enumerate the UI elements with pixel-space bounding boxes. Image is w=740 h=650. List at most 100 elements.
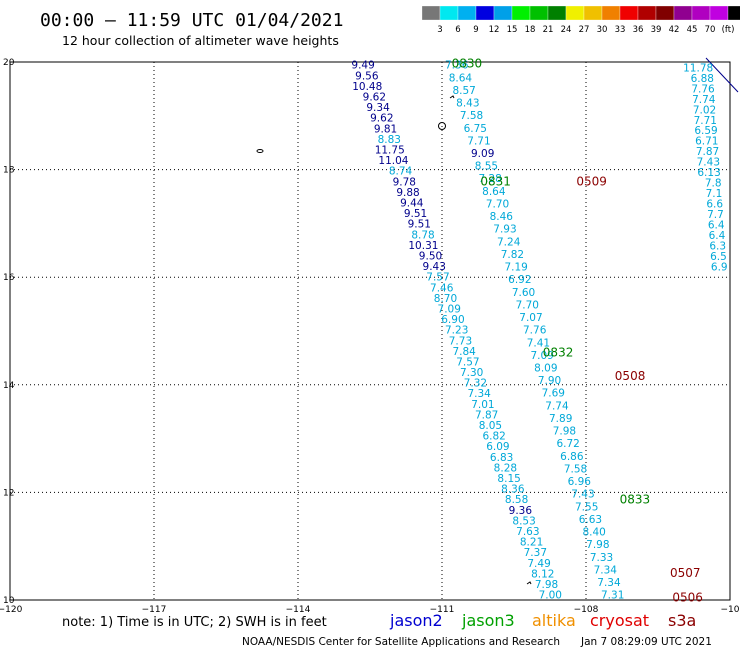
pass-label-cryosat: 0506 <box>672 590 703 604</box>
swh-value-jason3: 7.19 <box>504 262 527 274</box>
x-tick-label: −117 <box>142 605 167 615</box>
colorbar-swatch <box>475 5 495 21</box>
swh-value-jason3: 7.58 <box>460 110 483 122</box>
colorbar-swatch <box>421 5 441 21</box>
swh-value-edge-track: 6.71 <box>695 136 718 148</box>
swh-value-jason2: 6.90 <box>441 314 464 326</box>
swh-value-jason3: 7.71 <box>467 135 490 147</box>
colorbar-label: 70 <box>705 25 716 35</box>
swh-value-jason3: 6.86 <box>560 451 584 463</box>
swh-value-jason2: 9.56 <box>355 70 379 82</box>
swh-value-jason2: 7.34 <box>467 388 491 400</box>
swh-value-edge-track: 7.1 <box>706 188 723 200</box>
timestamp-text: Jan 7 08:29:09 UTC 2021 <box>580 636 712 648</box>
swh-value-jason2: 8.78 <box>411 229 434 241</box>
swh-value-jason3: 8.46 <box>490 211 514 223</box>
swh-value-jason2: 7.37 <box>524 547 547 559</box>
swh-value-jason2: 7.46 <box>430 282 454 294</box>
swh-value-jason2: 7.01 <box>471 399 494 411</box>
colorbar-label: 21 <box>543 25 554 35</box>
swh-value-edge-track: 6.88 <box>691 73 714 85</box>
swh-value-jason3: 7.90 <box>538 375 561 387</box>
swh-value-jason3: 6.72 <box>556 438 579 450</box>
swh-value-edge-track: 7.76 <box>691 83 715 95</box>
pass-label-jason2: 0830 <box>452 57 483 71</box>
swh-value-edge-track: 6.9 <box>711 261 728 273</box>
swh-value-jason2: 9.78 <box>393 176 416 188</box>
pass-label-cryosat: 0508 <box>615 369 646 383</box>
swh-value-jason3: 7.07 <box>519 312 542 324</box>
colorbar-swatch <box>601 5 621 21</box>
swh-value-jason3: 8.64 <box>482 186 506 198</box>
pass-label-cryosat: 0509 <box>576 174 607 188</box>
swh-value-jason2: 11.04 <box>378 155 408 167</box>
colorbar-label: 24 <box>561 25 572 35</box>
swh-value-jason2: 8.36 <box>501 484 525 496</box>
colorbar-label: 6 <box>455 25 460 35</box>
x-tick-label: −111 <box>430 605 455 615</box>
swh-value-jason3: 7.76 <box>523 325 547 337</box>
swh-value-jason3: 8.57 <box>452 85 475 97</box>
y-tick-label: 10 <box>3 596 15 606</box>
colorbar-swatch <box>727 5 740 21</box>
altimeter-tracks: 9.499.5610.489.629.349.629.818.8311.7511… <box>351 60 727 602</box>
island-markers <box>256 57 739 585</box>
colorbar-label: 36 <box>633 25 644 35</box>
swh-value-jason2: 8.15 <box>497 473 520 485</box>
swh-value-jason3: 7.28 <box>478 173 501 185</box>
swh-value-edge-track: 7.87 <box>696 146 719 158</box>
swh-value-jason2: 8.83 <box>378 134 401 146</box>
swh-value-jason2: 10.31 <box>408 240 438 252</box>
swh-value-edge-track: 6.3 <box>709 240 726 252</box>
colorbar-label: 42 <box>669 25 680 35</box>
swh-value-jason2: 7.57 <box>456 356 479 368</box>
y-tick-labels: 10 12 14 16 18 20 <box>3 58 15 606</box>
swh-value-jason3: 7.60 <box>512 287 535 299</box>
y-tick-label: 12 <box>3 488 14 498</box>
swh-value-jason2: 7.87 <box>475 409 498 421</box>
swh-value-jason2: 6.09 <box>486 441 509 453</box>
swh-value-jason2: 7.84 <box>452 346 476 358</box>
swh-value-jason3: 7.98 <box>586 539 609 551</box>
y-tick-label: 18 <box>3 166 15 176</box>
swh-value-jason2: 7.57 <box>426 272 449 284</box>
swh-value-jason3: 7.74 <box>545 400 569 412</box>
swh-value-jason2: 8.28 <box>494 462 517 474</box>
colorbar-swatch <box>619 5 639 21</box>
swh-value-jason2: 8.70 <box>434 293 457 305</box>
swh-value-jason3: 8.09 <box>534 363 557 375</box>
swh-value-jason2: 9.43 <box>423 261 446 273</box>
swh-value-edge-track: 7.7 <box>707 209 724 221</box>
colorbar-label: 15 <box>507 25 518 35</box>
swh-value-jason2: 8.05 <box>479 420 502 432</box>
swh-value-jason2: 9.62 <box>370 113 393 125</box>
swh-value-jason2: 11.75 <box>375 144 405 156</box>
swh-value-jason2: 9.44 <box>400 197 424 209</box>
pass-label-jason2: 0831 <box>480 174 511 188</box>
colorbar-swatch <box>457 5 477 21</box>
colorbar-swatch <box>547 5 567 21</box>
swh-value-jason2: 8.58 <box>505 494 528 506</box>
colorbar-swatch <box>511 5 531 21</box>
colorbar-label: 30 <box>597 25 608 35</box>
pass-label-jason2: 0833 <box>620 492 651 506</box>
swh-value-jason2: 9.36 <box>509 505 533 517</box>
colorbar: 3 6 9 12 15 18 21 24 27 30 33 36 39 42 45 70 (ft) <box>421 5 740 35</box>
swh-value-jason2: 8.12 <box>531 568 554 580</box>
swh-value-jason2: 7.32 <box>464 378 487 390</box>
colorbar-swatch <box>673 5 693 21</box>
note-text: note: 1) Time is in UTC; 2) SWH is in fe… <box>62 615 327 630</box>
swh-value-jason3: 7.93 <box>493 224 516 236</box>
colorbar-swatch <box>637 5 657 21</box>
swh-value-jason3: 8.43 <box>456 98 479 110</box>
swh-value-jason3: 8.40 <box>582 527 605 539</box>
colorbar-swatch <box>583 5 603 21</box>
swh-value-edge-track: 7.02 <box>693 104 716 116</box>
colorbar-swatch <box>709 5 729 21</box>
pass-label-jason2: 0832 <box>543 346 574 360</box>
colorbar-swatch <box>493 5 513 21</box>
swh-value-jason2: 6.82 <box>482 431 505 443</box>
pass-labels: 0830 0831 0832 0833 0509 0508 0507 0506 <box>452 57 703 605</box>
x-tick-label: −120 <box>0 605 23 615</box>
colorbar-label: 27 <box>579 25 590 35</box>
